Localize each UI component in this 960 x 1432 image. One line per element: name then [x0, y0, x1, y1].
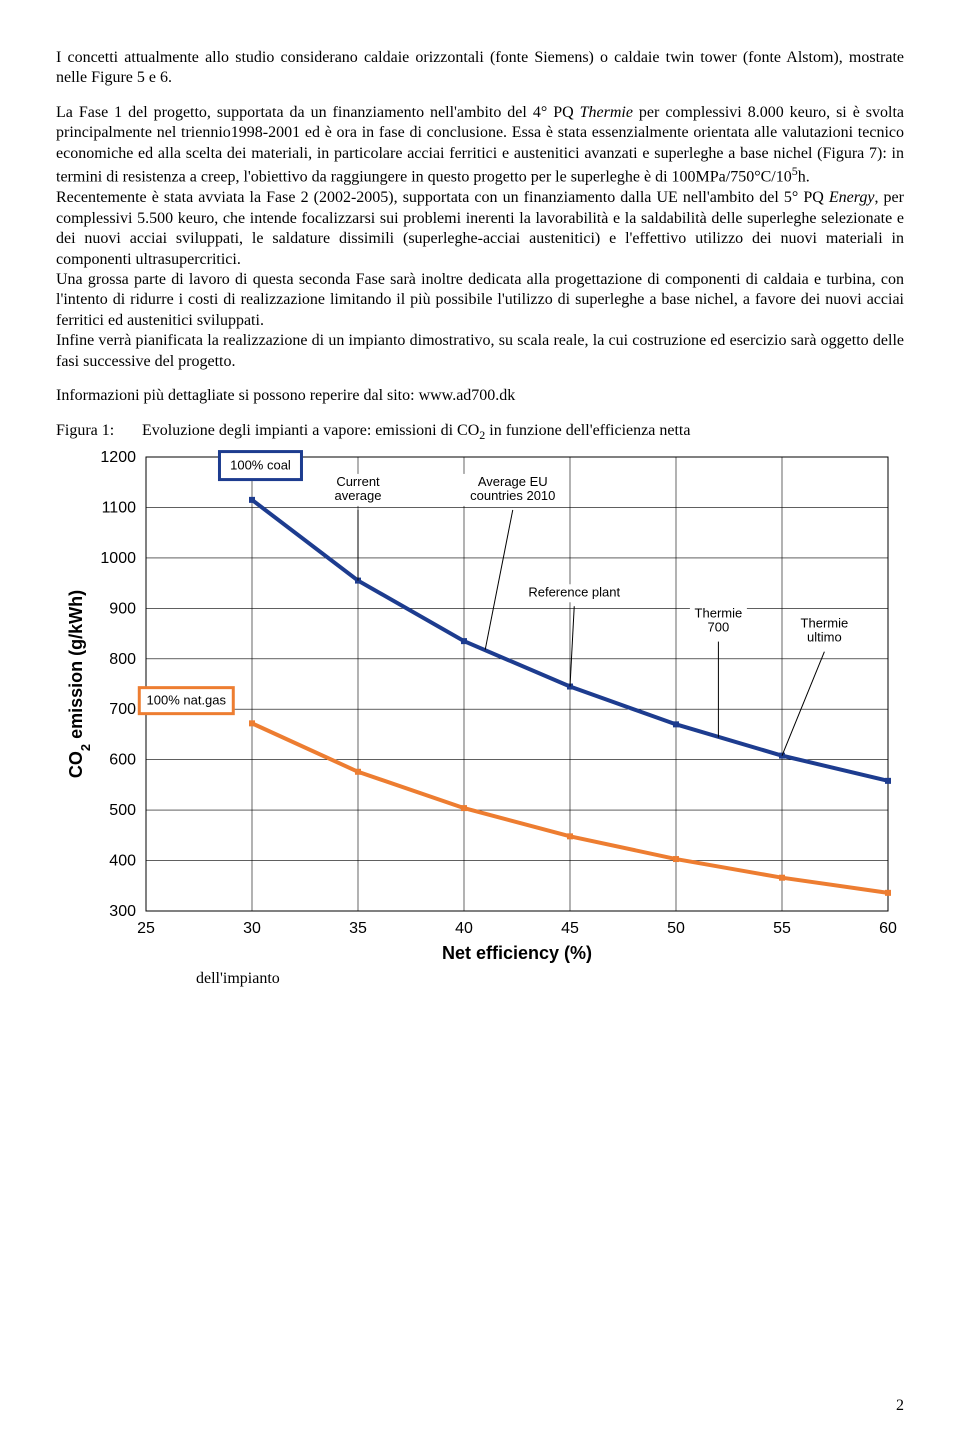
svg-text:700: 700 [708, 620, 730, 635]
paragraph-1: I concetti attualmente allo studio consi… [56, 48, 904, 89]
text: in funzione dell'efficienza netta [485, 422, 690, 439]
svg-text:CO2 emission (g/kWh): CO2 emission (g/kWh) [66, 590, 93, 778]
paragraph-6: Informazioni più dettagliate si possono … [56, 386, 904, 406]
svg-text:500: 500 [109, 802, 136, 819]
svg-text:1100: 1100 [102, 500, 137, 517]
svg-text:600: 600 [109, 752, 136, 769]
svg-text:300: 300 [109, 903, 136, 920]
figure-label: Figura 1: [56, 421, 138, 441]
text: h. [798, 169, 810, 186]
text: La Fase 1 del progetto, supportata da un… [56, 104, 580, 121]
italic-term: Thermie [580, 104, 633, 121]
svg-text:800: 800 [109, 651, 136, 668]
svg-text:ultimo: ultimo [807, 630, 842, 645]
svg-text:100% coal: 100% coal [230, 458, 291, 473]
svg-text:Current: Current [336, 474, 380, 489]
svg-text:30: 30 [243, 920, 261, 937]
paragraph-2: La Fase 1 del progetto, supportata da un… [56, 103, 904, 188]
svg-text:countries 2010: countries 2010 [470, 488, 555, 503]
italic-term: Energy [829, 189, 875, 206]
svg-text:60: 60 [879, 920, 897, 937]
paragraph-3: Recentemente è stata avviata la Fase 2 (… [56, 188, 904, 270]
paragraph-5: Infine verrà pianificata la realizzazion… [56, 331, 904, 372]
text: Recentemente è stata avviata la Fase 2 (… [56, 189, 829, 206]
svg-text:Thermie: Thermie [801, 616, 849, 631]
figure-1-caption: Figura 1: Evoluzione degli impianti a va… [56, 421, 904, 444]
svg-text:35: 35 [349, 920, 367, 937]
svg-text:700: 700 [109, 702, 136, 719]
figure-1-chart: 25 30 35 40 45 50 55 60 300 400 500 600 700 800 900 100… [60, 449, 900, 969]
svg-text:50: 50 [667, 920, 685, 937]
svg-text:Average EU: Average EU [478, 474, 548, 489]
svg-text:Reference plant: Reference plant [528, 585, 620, 600]
page-number: 2 [896, 1396, 904, 1416]
svg-text:1200: 1200 [100, 449, 136, 466]
svg-text:100% nat.gas: 100% nat.gas [147, 693, 227, 708]
text: Evoluzione degli impianti a vapore: emis… [142, 422, 479, 439]
paragraph-4: Una grossa parte di lavoro di questa sec… [56, 270, 904, 331]
chart-svg: 25 30 35 40 45 50 55 60 300 400 500 600 700 800 900 100… [60, 449, 900, 969]
svg-text:900: 900 [109, 601, 136, 618]
svg-text:40: 40 [455, 920, 473, 937]
svg-text:25: 25 [137, 920, 155, 937]
figure-1-caption-cont: dell'impianto [196, 969, 904, 989]
svg-text:average: average [335, 488, 382, 503]
svg-text:1000: 1000 [100, 550, 136, 567]
svg-text:Net efficiency (%): Net efficiency (%) [442, 943, 592, 963]
svg-text:55: 55 [773, 920, 791, 937]
svg-text:Thermie: Thermie [695, 606, 743, 621]
svg-text:400: 400 [109, 853, 136, 870]
svg-text:45: 45 [561, 920, 579, 937]
